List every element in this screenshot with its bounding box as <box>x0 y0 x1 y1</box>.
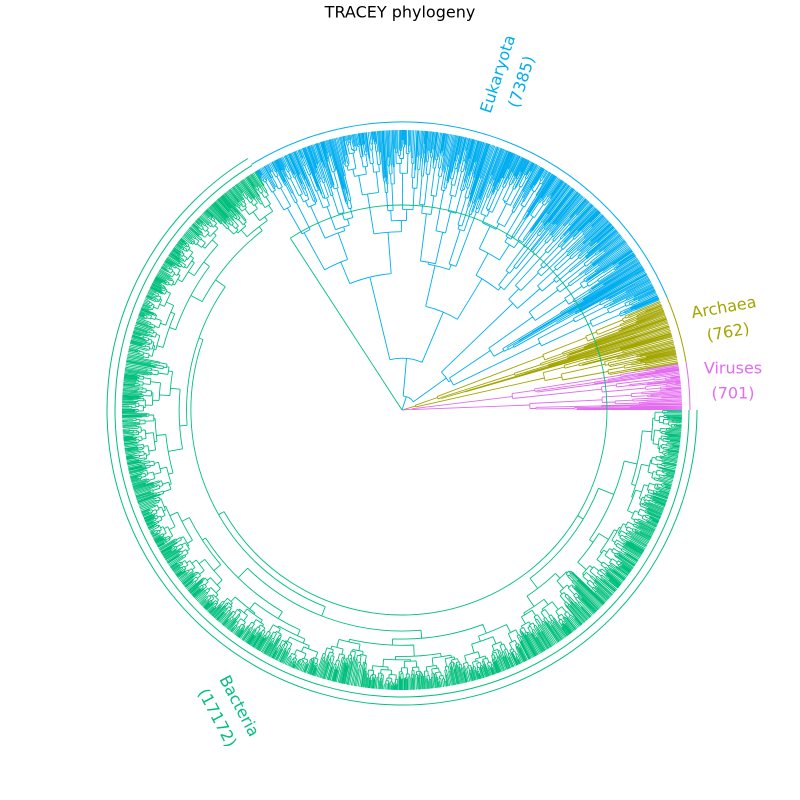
clade <box>401 297 687 411</box>
clade-label: Archaea(762) <box>690 292 758 345</box>
clade-count: (701) <box>711 384 754 403</box>
clade <box>401 362 691 411</box>
clade-count: (762) <box>705 319 751 345</box>
clade-name: Archaea <box>690 292 758 322</box>
clade-label: Eukaryota(7385) <box>476 33 539 116</box>
title: TRACEY phylogeny <box>324 3 476 22</box>
clade-label: Viruses (701) <box>704 359 762 403</box>
clade-ring <box>666 297 687 363</box>
clade-branches <box>121 171 683 691</box>
clade-ring <box>251 121 668 298</box>
clade-label: Bacteria(17172) <box>194 672 263 750</box>
clade-ring <box>685 362 691 411</box>
clade-branches <box>401 300 679 411</box>
clade <box>251 121 668 411</box>
clade-branches <box>255 129 660 411</box>
clade-ring <box>106 158 698 706</box>
clade-branches <box>401 363 683 411</box>
clade-name: Viruses <box>704 359 762 378</box>
clade <box>106 158 698 706</box>
clade-ring <box>114 164 690 698</box>
